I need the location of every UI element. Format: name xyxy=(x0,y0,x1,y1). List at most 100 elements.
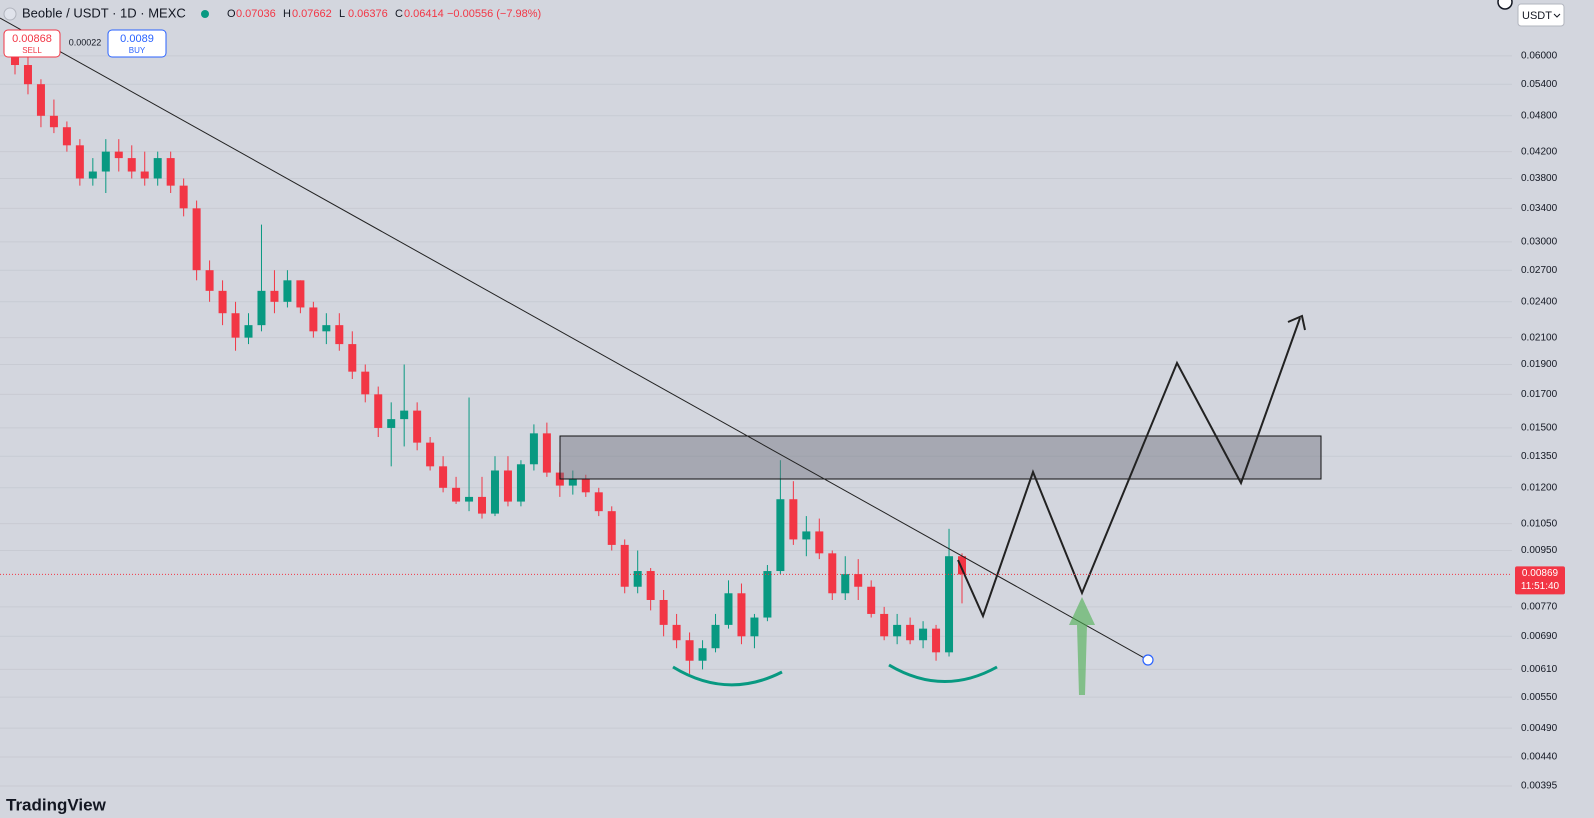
candle-body xyxy=(49,115,58,128)
y-tick-label: 0.00690 xyxy=(1521,631,1558,642)
candle-body xyxy=(750,617,759,637)
candle-body xyxy=(568,479,577,486)
candle-body xyxy=(361,371,370,395)
y-tick-label: 0.01200 xyxy=(1521,482,1558,493)
countdown: 11:51:40 xyxy=(1521,581,1560,592)
y-tick-label: 0.02100 xyxy=(1521,332,1558,343)
grid xyxy=(0,55,1512,787)
candle-body xyxy=(114,151,123,159)
candle-body xyxy=(153,158,162,179)
candle-body xyxy=(698,648,707,661)
y-tick-label: 0.01350 xyxy=(1521,451,1558,462)
ohlc-value: 0.07662 xyxy=(292,8,332,20)
candle-body xyxy=(88,171,97,179)
candle-body xyxy=(257,290,266,326)
candle-body xyxy=(867,586,876,614)
y-tick-label: 0.01900 xyxy=(1521,359,1558,370)
candle-body xyxy=(465,496,474,502)
y-tick-label: 0.02400 xyxy=(1521,296,1558,307)
candle-body xyxy=(607,511,616,545)
candle-body xyxy=(594,492,603,512)
candle-body xyxy=(348,344,357,372)
candle-body xyxy=(893,624,902,637)
ohlc-value: 0.06414 xyxy=(404,8,444,20)
candle-body xyxy=(62,127,71,146)
projection-arrowhead xyxy=(1287,314,1306,331)
candle-body xyxy=(490,470,499,514)
candle-body xyxy=(763,571,772,618)
candle-body xyxy=(841,574,850,594)
logo: TradingView xyxy=(6,795,107,814)
candle-body xyxy=(413,410,422,443)
y-tick-label: 0.04200 xyxy=(1521,146,1558,157)
y-tick-label: 0.06000 xyxy=(1521,51,1558,62)
ohlc-label: H xyxy=(283,8,291,20)
candle-body xyxy=(737,593,746,637)
candle-body xyxy=(802,531,811,540)
candle-body xyxy=(724,593,733,625)
candle-body xyxy=(127,158,136,172)
resistance-zone xyxy=(559,435,1322,480)
ohlc-value: 0.07036 xyxy=(236,8,276,20)
candle-body xyxy=(542,433,551,473)
currency-dropdown[interactable] xyxy=(1517,3,1565,27)
y-tick-label: 0.01500 xyxy=(1521,423,1558,434)
y-tick-label: 0.05400 xyxy=(1521,79,1558,90)
buy-button[interactable] xyxy=(107,29,167,58)
candle-body xyxy=(374,394,383,428)
candle-body xyxy=(581,479,590,493)
last-price-label xyxy=(1515,566,1565,595)
y-tick-label: 0.00770 xyxy=(1521,602,1558,613)
candle-body xyxy=(529,433,538,465)
sell-label[interactable]: SELL xyxy=(22,46,42,55)
candle-body xyxy=(503,470,512,502)
dropdown-caret xyxy=(1553,13,1561,18)
ohlc-label: L xyxy=(339,8,345,20)
y-tick-label: 0.01050 xyxy=(1521,518,1558,529)
y-tick-label: 0.03000 xyxy=(1521,237,1558,248)
sell-button[interactable] xyxy=(3,29,61,58)
candle-body xyxy=(828,553,837,594)
trend-line xyxy=(0,17,1149,661)
projection-path xyxy=(957,317,1301,619)
sell-price[interactable]: 0.00868 xyxy=(12,33,52,45)
currency[interactable]: USDT xyxy=(1522,10,1552,22)
candle-body xyxy=(179,185,188,209)
buy-price[interactable]: 0.0089 xyxy=(120,33,154,45)
bottom-curve xyxy=(888,663,998,683)
candle-body xyxy=(776,499,785,572)
settings-icon[interactable] xyxy=(1497,0,1513,10)
candle-body xyxy=(400,410,409,420)
candle-body xyxy=(659,599,668,625)
y-tick-label: 0.00550 xyxy=(1521,692,1558,703)
candle-body xyxy=(633,571,642,587)
candle-body xyxy=(932,628,941,653)
y-tick-label: 0.01700 xyxy=(1521,389,1558,400)
candle-body xyxy=(945,556,954,653)
candle-body xyxy=(244,325,253,338)
y-tick-label: 0.00490 xyxy=(1521,723,1558,734)
symbol-logo xyxy=(3,7,17,21)
status-dot xyxy=(201,10,209,18)
candle-body xyxy=(166,158,175,186)
symbol[interactable]: Beoble / USDT · 1D · MEXC xyxy=(22,5,186,20)
candle-body xyxy=(309,307,318,332)
candle-body xyxy=(478,496,487,514)
ohlc-label: C xyxy=(395,8,403,20)
y-tick-label: 0.03800 xyxy=(1521,173,1558,184)
candle-body xyxy=(11,55,19,66)
spread: 0.00022 xyxy=(69,37,102,47)
trend-handle[interactable] xyxy=(1142,654,1154,666)
candle-body xyxy=(919,628,928,641)
candle-body xyxy=(452,487,461,502)
ohlc-value: 0.06376 xyxy=(348,8,388,20)
candle-body xyxy=(439,466,448,488)
ohlc-label: O xyxy=(227,8,236,20)
change: −0.00556 (−7.98%) xyxy=(447,8,541,20)
candle-body xyxy=(646,571,655,600)
candle-body xyxy=(140,171,149,179)
buy-label[interactable]: BUY xyxy=(129,46,146,55)
candle-body xyxy=(880,613,889,637)
candle-body xyxy=(672,624,681,641)
